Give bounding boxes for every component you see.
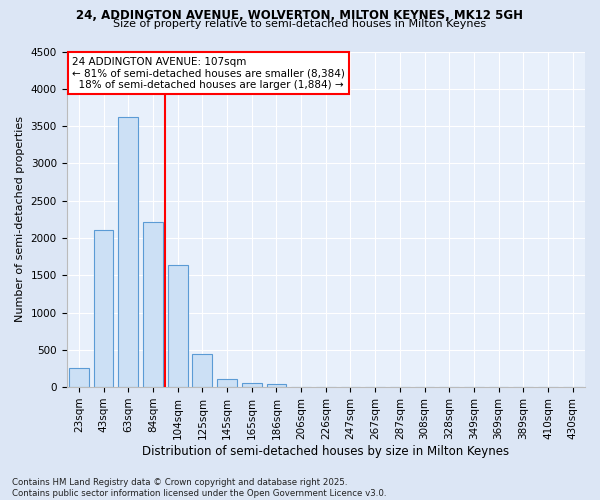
X-axis label: Distribution of semi-detached houses by size in Milton Keynes: Distribution of semi-detached houses by … (142, 444, 509, 458)
Bar (94, 230, 113, 387)
Bar (193, 354, 212, 387)
Bar (118, 117, 138, 387)
Bar (217, 380, 237, 387)
Text: 24, ADDINGTON AVENUE, WOLVERTON, MILTON KEYNES, MK12 5GH: 24, ADDINGTON AVENUE, WOLVERTON, MILTON … (77, 9, 523, 22)
Bar (143, 222, 163, 387)
Bar (69, 368, 89, 387)
Y-axis label: Number of semi-detached properties: Number of semi-detached properties (15, 116, 25, 322)
Text: 24 ADDINGTON AVENUE: 107sqm
← 81% of semi-detached houses are smaller (8,384)
  : 24 ADDINGTON AVENUE: 107sqm ← 81% of sem… (72, 56, 344, 90)
Text: Contains HM Land Registry data © Crown copyright and database right 2025.
Contai: Contains HM Land Registry data © Crown c… (12, 478, 386, 498)
Bar (242, 383, 262, 387)
Bar (168, 265, 188, 387)
Bar (266, 384, 286, 387)
Text: Size of property relative to semi-detached houses in Milton Keynes: Size of property relative to semi-detach… (113, 19, 487, 29)
